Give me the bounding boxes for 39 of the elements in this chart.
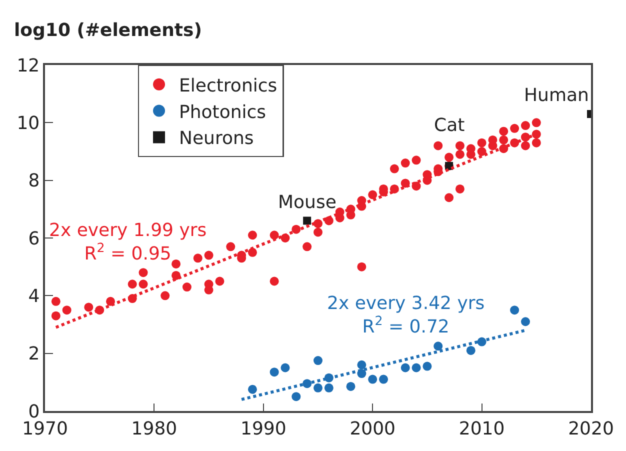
point <box>346 382 356 391</box>
point <box>248 384 257 394</box>
series-label: 2x every 3.42 yrs R$^{2}$ = 0.72 <box>327 293 485 338</box>
y-tick-label: 4 <box>28 286 40 307</box>
x-tick-label: 2010 <box>458 418 505 440</box>
series-label: 2x every 1.99 yrs R$^{2}$ = 0.95 <box>49 220 207 264</box>
point <box>466 346 476 355</box>
legend-label: Neurons <box>179 128 254 150</box>
x-tick-label: 2020 <box>568 418 614 440</box>
point <box>368 374 378 384</box>
y-tick-label: 10 <box>16 112 40 134</box>
point <box>292 392 301 402</box>
point <box>510 306 520 315</box>
y-axis-title: log10 (#elements) <box>14 20 202 41</box>
point <box>357 360 366 370</box>
y-tick-label: 2 <box>28 344 40 365</box>
point <box>434 342 443 351</box>
y-tick-label: 12 <box>16 55 40 76</box>
point <box>303 216 312 225</box>
point <box>422 362 432 371</box>
point <box>400 363 410 372</box>
point <box>314 383 322 392</box>
y-tick-label: 6 <box>28 228 40 250</box>
point <box>412 363 421 372</box>
annotation: Mouse <box>278 192 336 213</box>
x-tick-label: 1980 <box>131 418 178 440</box>
point <box>379 374 388 384</box>
point <box>520 317 530 326</box>
legend-label: Electronics <box>179 75 278 96</box>
point <box>270 368 279 377</box>
annotation: Human <box>524 85 589 106</box>
x-tick-label: 1990 <box>240 418 286 440</box>
x-tick-label: 2000 <box>350 418 396 440</box>
annotation: Cat <box>434 115 465 136</box>
y-tick-label: 8 <box>28 170 40 192</box>
point <box>324 383 334 392</box>
legend-label: Photonics <box>179 102 266 123</box>
point <box>280 363 290 372</box>
point <box>314 356 322 366</box>
